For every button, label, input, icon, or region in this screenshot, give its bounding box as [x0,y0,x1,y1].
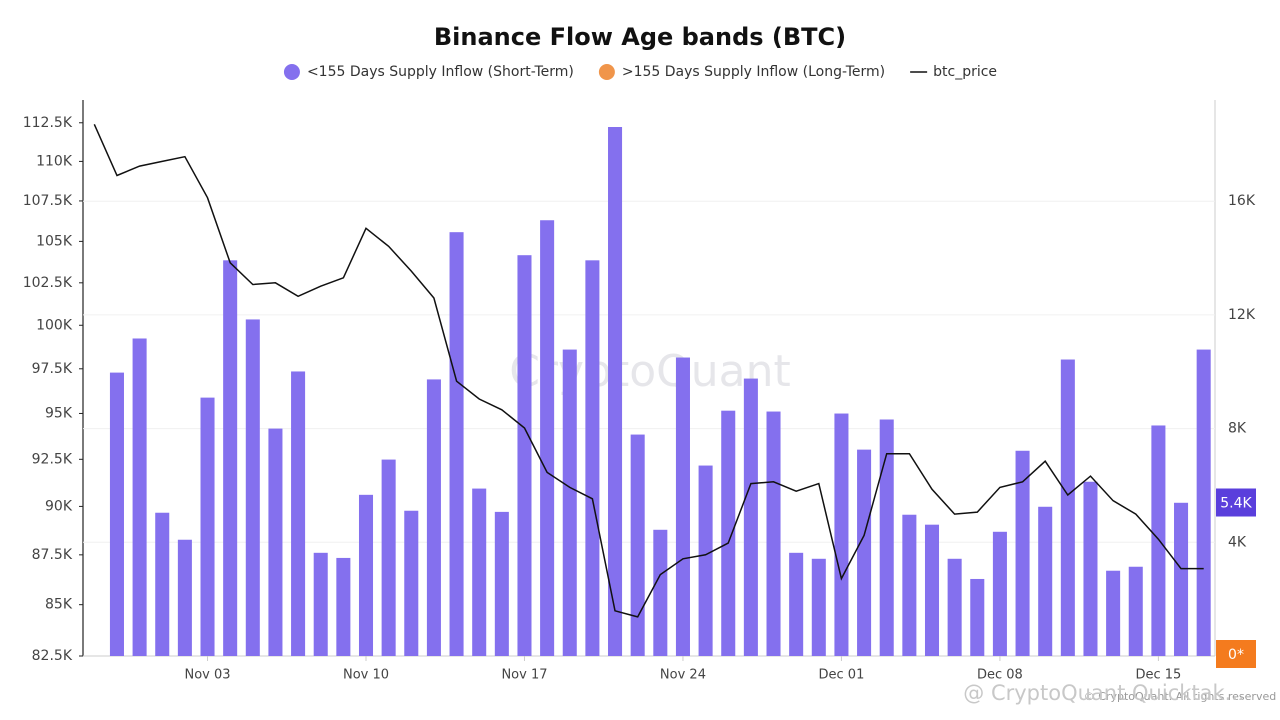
bar [472,488,487,656]
value-badge-label: 0* [1228,647,1244,663]
bar [970,578,985,656]
bar [1038,506,1053,656]
x-tick-label: Nov 24 [660,668,706,683]
bar [947,558,962,656]
y-tick-label: 97.5K [32,361,73,377]
bar [1106,570,1121,656]
bar [630,434,645,656]
bar [494,511,509,656]
x-tick-label: Nov 17 [501,668,547,683]
x-tick-label: Nov 03 [184,668,230,683]
bar [313,552,328,656]
footer: © CryptoQuant. All rights reserved [1084,690,1276,703]
y-tick-label: 85K [45,597,73,613]
bar [766,411,781,656]
value-badge [1216,488,1256,517]
y-tick-label: 107.5K [23,193,73,209]
price-line [93,123,1204,618]
bar [177,539,192,656]
legend-label: btc_price [933,64,997,80]
bar [811,558,826,656]
y2-tick-label: 16K [1228,193,1256,209]
bar [132,338,147,656]
bar [1083,481,1098,656]
bar [223,260,238,656]
bar [517,255,532,656]
legend-swatch [598,64,615,80]
bar [155,512,170,656]
y-tick-label: 90K [45,498,73,514]
value-badge [1216,640,1256,668]
x-tick-label: Dec 08 [977,668,1023,683]
y2-tick-label: 8K [1228,421,1247,437]
bar [1174,502,1189,656]
bar [291,371,306,656]
bar [924,524,940,656]
y-tick-label: 112.5K [23,115,73,131]
bar [200,397,215,656]
bar [1151,425,1166,656]
legend-swatch [283,64,300,80]
bar [268,428,283,656]
y-tick-label: 92.5K [32,451,73,467]
bar [245,319,260,656]
bar [743,378,758,656]
bar [834,413,849,656]
bar [404,510,419,656]
y-tick-label: 82.5K [32,648,73,664]
bar [675,357,690,656]
bar [857,449,872,656]
watermark: CryptoQuant [509,346,791,397]
bar [358,494,374,656]
y-tick-label: 105K [36,233,73,249]
bar [1060,359,1075,656]
y-tick-label: 87.5K [32,547,73,563]
legend-label: >155 Days Supply Inflow (Long-Term) [622,64,885,80]
bar [992,531,1007,656]
value-badge-label: 5.4K [1220,496,1252,512]
bar [585,260,600,656]
legend-label: <155 Days Supply Inflow (Short-Term) [307,64,574,80]
x-tick-label: Dec 01 [819,668,865,683]
bar [608,127,623,656]
chart-title: Binance Flow Age bands (BTC) [434,23,846,51]
bar [109,372,124,656]
x-tick-label: Dec 15 [1135,668,1181,683]
y-tick-label: 110K [36,153,73,169]
y-tick-label: 100K [36,317,73,333]
y-tick-label: 95K [45,405,73,421]
bar [653,529,668,656]
bar [1015,450,1030,656]
bar [698,465,713,656]
bar [336,557,351,656]
bar [381,459,396,656]
bar [449,232,464,656]
bar [1196,349,1211,656]
bar [721,410,736,656]
x-tick-label: Nov 10 [343,668,389,683]
y2-tick-label: 12K [1228,307,1256,323]
bar [1128,566,1143,656]
bar [540,220,555,656]
bar [789,552,804,656]
bar [562,349,577,656]
overlay-watermark: @ CryptoQuant Quicktak... [963,681,1244,705]
y-tick-label: 102.5K [23,275,73,291]
bar [426,379,441,656]
bar [879,419,894,656]
bar [902,514,917,656]
y2-tick-label: 4K [1228,534,1247,550]
